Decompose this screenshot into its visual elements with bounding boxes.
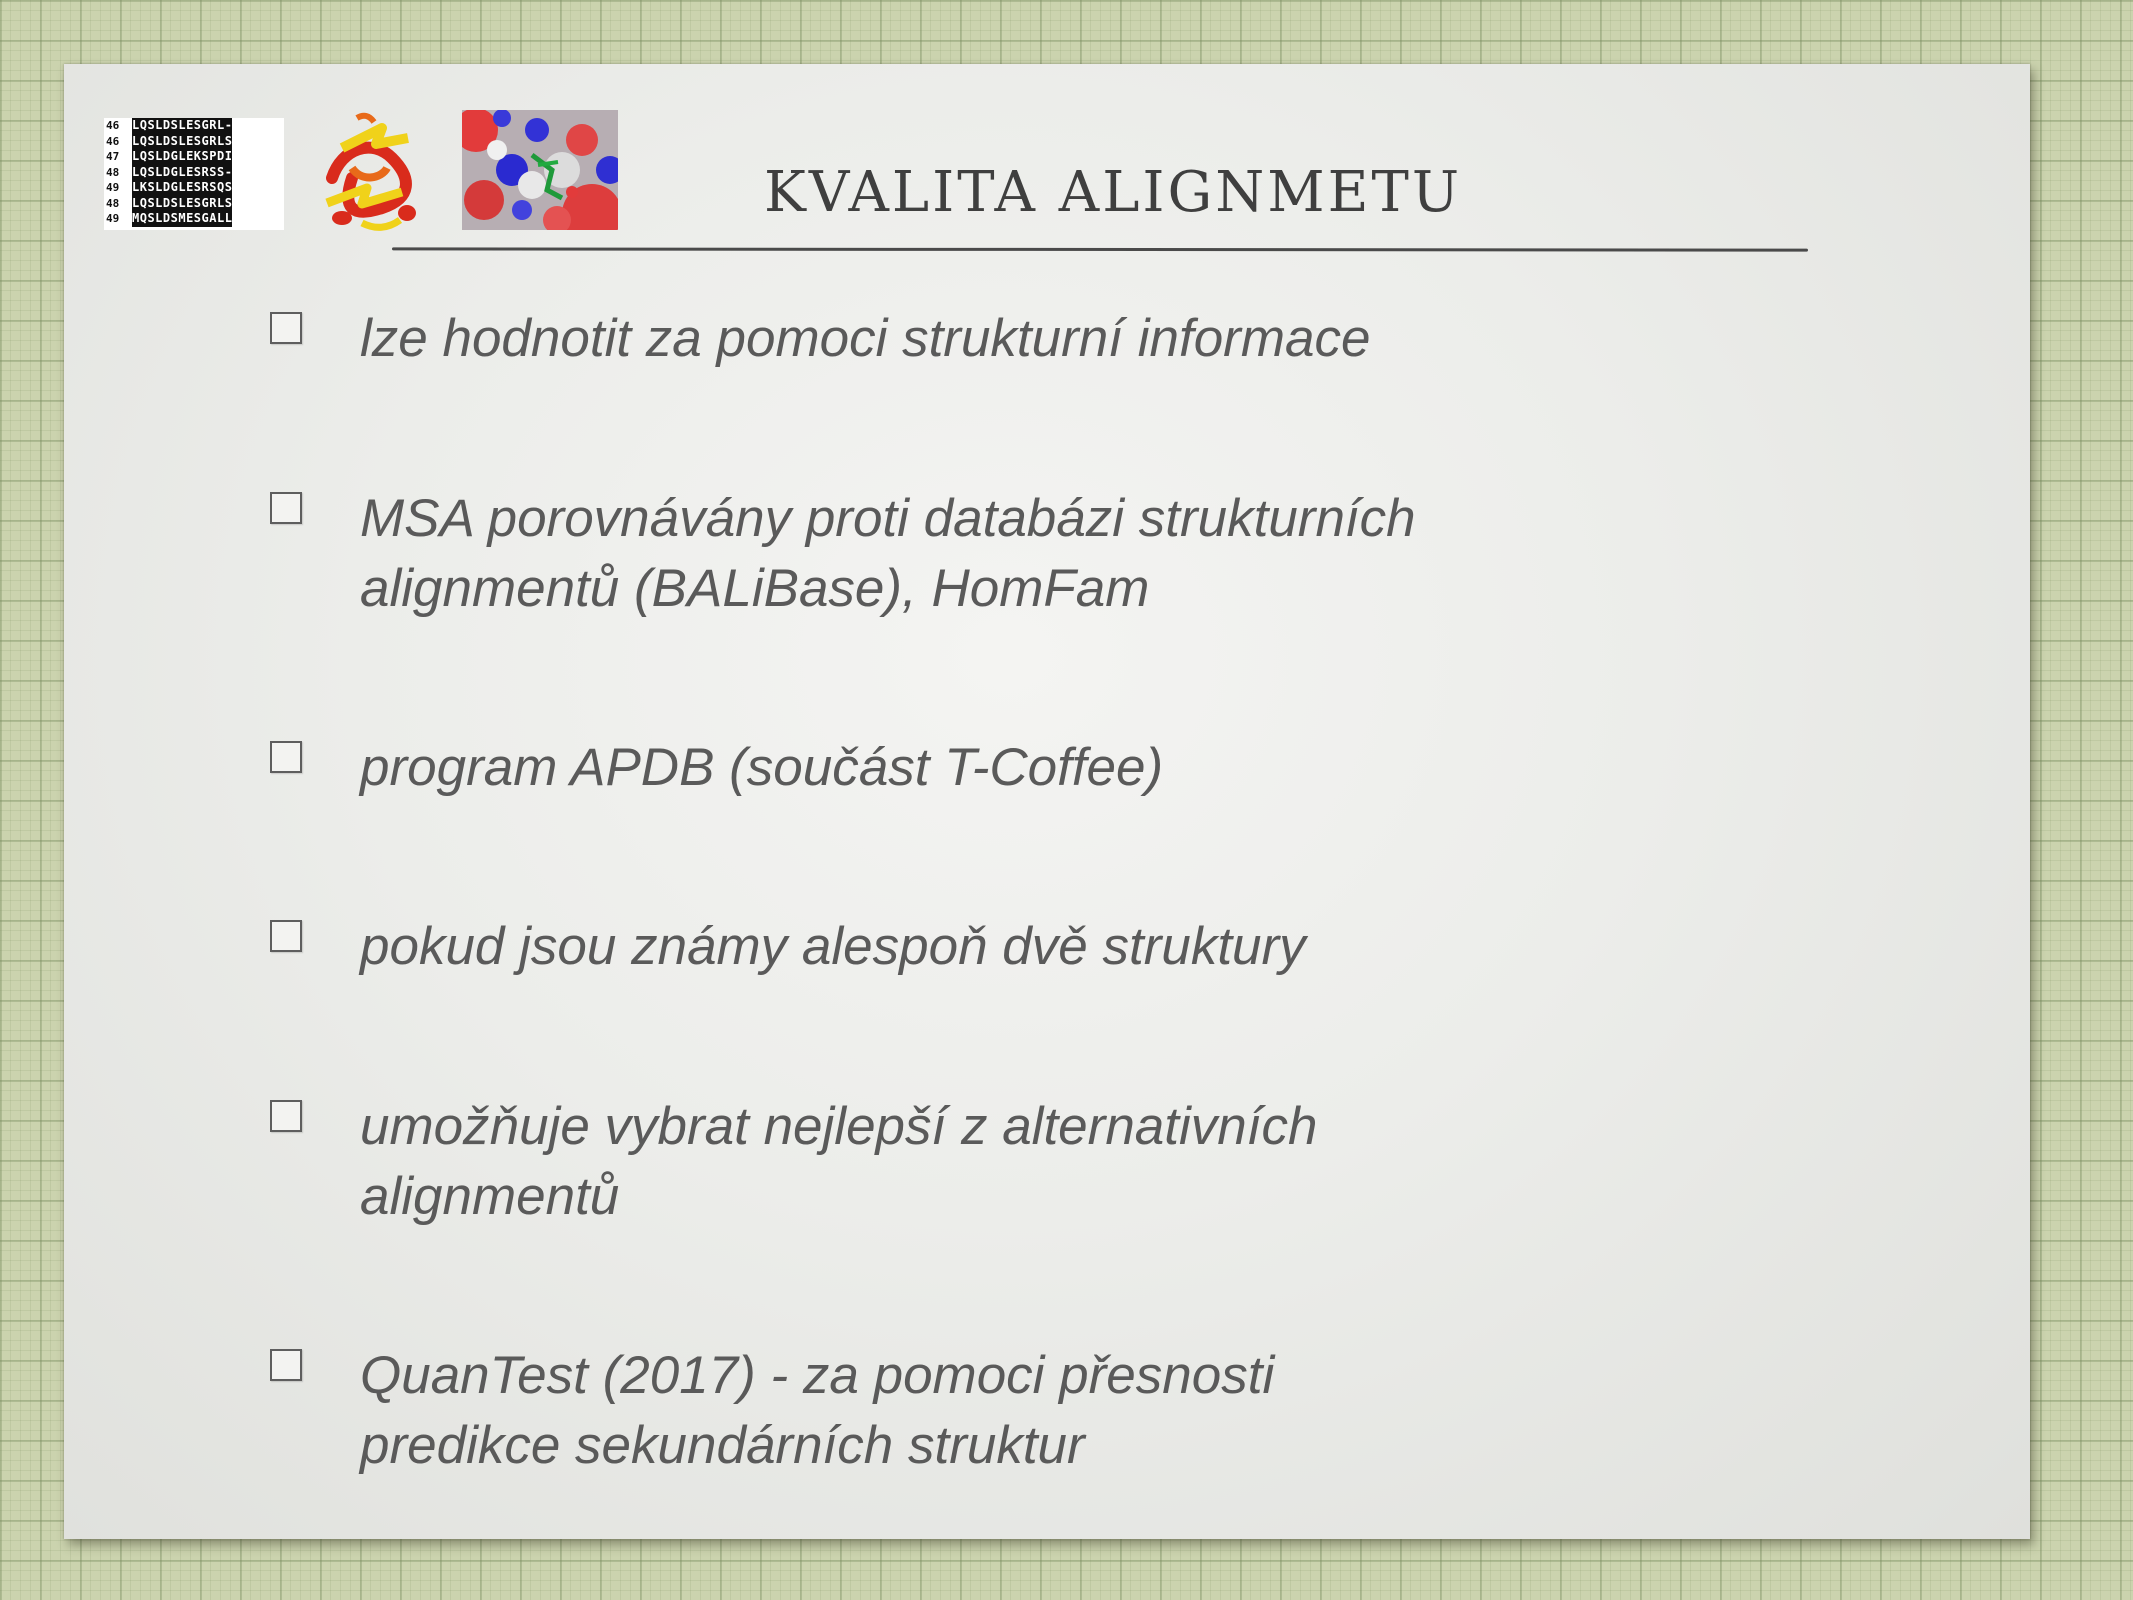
- protein-ribbon-image: [312, 108, 428, 240]
- alignment-row-sequence: LQSLDSLESGRLS: [132, 195, 233, 211]
- alignment-row: 48 LQSLDSLESGRLS: [104, 195, 284, 211]
- alignment-row-sequence: LQSLDGLEKSPDI: [132, 149, 233, 165]
- alignment-row-number: 48: [106, 165, 120, 179]
- alignment-row-sequence: LQSLDSLESGRLS: [132, 133, 233, 149]
- alignment-row-number: 48: [106, 196, 120, 210]
- checkbox-bullet-icon: [270, 1349, 302, 1381]
- bullet-text: pokud jsou známy alespoň dvě struktury: [360, 917, 1306, 976]
- checkbox-bullet-icon: [270, 492, 302, 524]
- slide: 46 LQSLDSLESGRL- 46 LQSLDSLESGRLS 47 LQSLDG…: [64, 64, 2030, 1539]
- bullet-text: program APDB (součást T-Coffee): [360, 738, 1164, 797]
- alignment-row: 49 MQSLDSMESGALL: [104, 211, 284, 227]
- sequence-alignment-image: 46 LQSLDSLESGRL- 46 LQSLDSLESGRLS 47 LQSLDG…: [104, 118, 284, 230]
- bullet-text: umožňuje vybrat nejlepší z alternativníc…: [360, 1097, 1318, 1226]
- alignment-row: 47 LQSLDGLEKSPDI: [104, 149, 284, 165]
- title-underline: [391, 247, 1809, 252]
- checkbox-bullet-icon: [270, 312, 302, 344]
- alignment-row-number: 47: [106, 150, 120, 163]
- protein-surface-image: [462, 110, 618, 230]
- alignment-row-number: 46: [106, 119, 120, 132]
- alignment-row-sequence: LQSLDGLESRSS-: [132, 164, 233, 180]
- checkbox-bullet-icon: [270, 741, 302, 773]
- checkbox-bullet-icon: [270, 1100, 302, 1132]
- checkbox-bullet-icon: [270, 920, 302, 952]
- protein-ribbon-icon: [325, 112, 416, 231]
- bullet-text: lze hodnotit za pomoci strukturní inform…: [360, 309, 1371, 368]
- bullet-text: QuanTest (2017) - za pomoci přesnosti pr…: [360, 1346, 1275, 1475]
- slide-title: KVALITA ALIGNMETU: [764, 160, 1463, 225]
- alignment-row-number: 49: [106, 212, 120, 225]
- protein-surface-icon: [462, 110, 618, 230]
- alignment-row-sequence: LQSLDSLESGRL-: [132, 118, 233, 134]
- alignment-row: 46 LQSLDSLESGRL-: [104, 118, 284, 134]
- bullet-text: MSA porovnávány proti databázi strukturn…: [360, 489, 1416, 618]
- alignment-row-number: 49: [106, 181, 120, 194]
- alignment-row: 46 LQSLDSLESGRLS: [104, 133, 284, 149]
- alignment-row-sequence: MQSLDSMESGALL: [132, 211, 233, 227]
- alignment-row: 49 LKSLDGLESRSQS: [104, 180, 284, 196]
- alignment-row: 48 LQSLDGLESRSS-: [104, 164, 284, 180]
- alignment-row-sequence: LKSLDGLESRSQS: [132, 180, 233, 196]
- alignment-row-number: 46: [106, 134, 120, 148]
